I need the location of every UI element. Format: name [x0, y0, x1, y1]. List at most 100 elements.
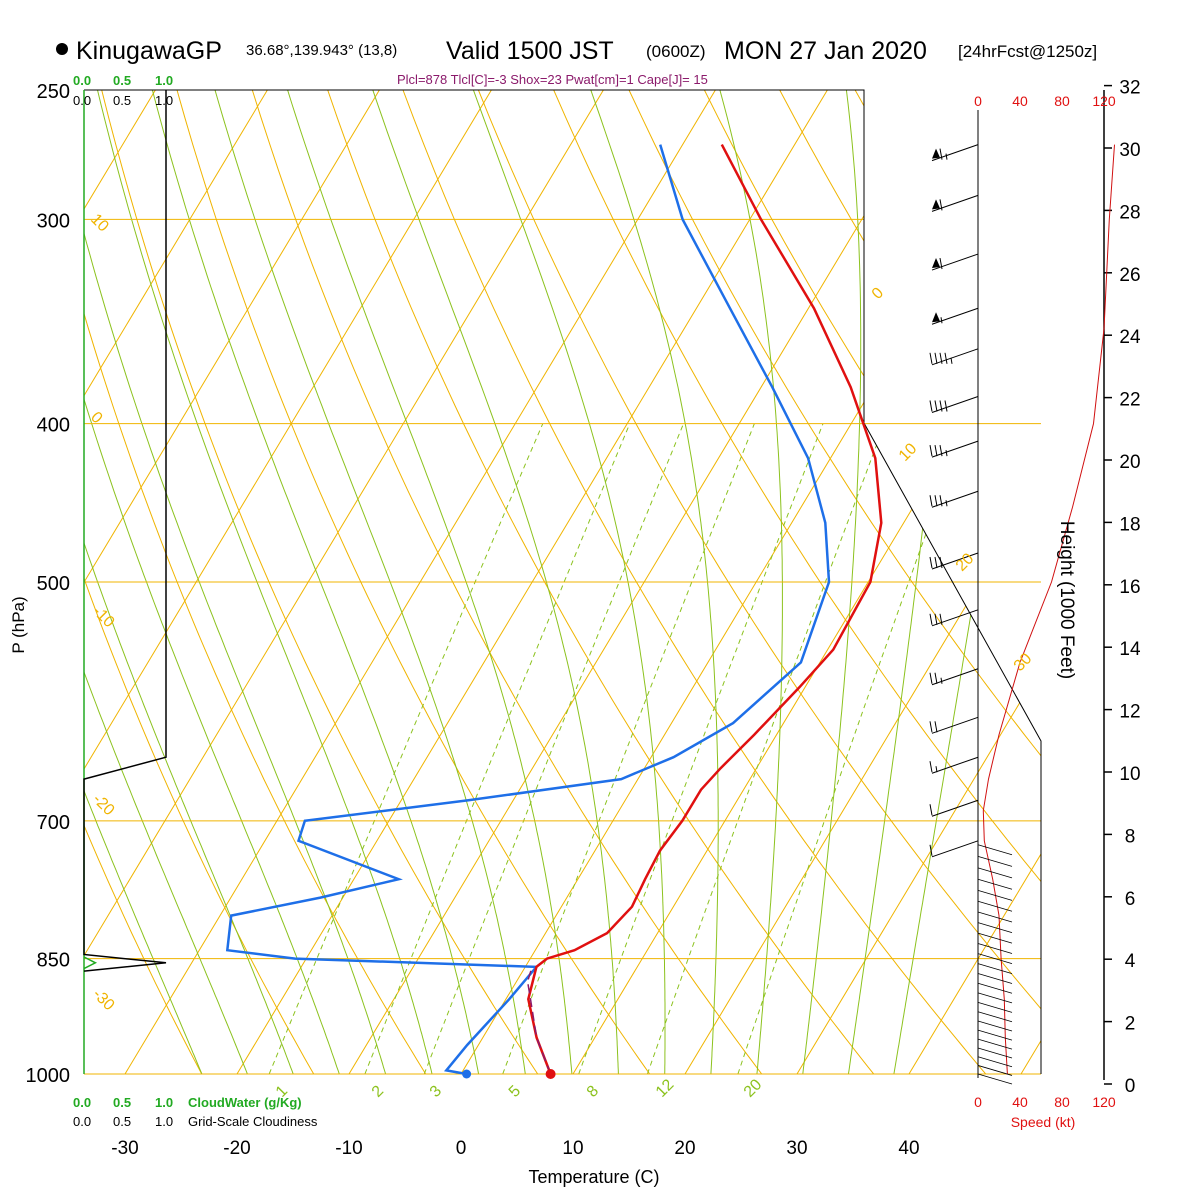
wind-barb-flag — [939, 556, 943, 569]
wind-barb-staff — [931, 253, 979, 271]
low-level-barb-line — [977, 911, 1013, 923]
height-tick-label: 22 — [1119, 390, 1140, 411]
wind-barb-flag — [934, 495, 938, 507]
height-tick-label: 24 — [1119, 327, 1141, 348]
speed-tick-bottom: 40 — [1012, 1094, 1028, 1110]
wind-barb-flag — [929, 672, 933, 684]
x-tick-label: 10 — [562, 1138, 583, 1159]
x-tick-label: 20 — [674, 1138, 695, 1159]
speed-tick-top: 120 — [1092, 93, 1116, 109]
dry-adiabat-line — [84, 90, 221, 1074]
wind-barb-flag — [934, 613, 938, 625]
dry-adiabat-line — [466, 90, 1041, 1074]
moist-adiabat-line — [84, 90, 262, 1074]
station-name: KinugawaGP — [76, 37, 222, 65]
wind-barb-flag — [939, 613, 943, 625]
moist-adiabat-line — [84, 90, 307, 1074]
wind-barb-flag — [939, 199, 943, 211]
low-level-barb-line — [977, 973, 1013, 984]
cloud-cover-trace — [83, 90, 167, 972]
height-tick-label: 26 — [1119, 265, 1140, 286]
pressure-tick-label: 1000 — [26, 1065, 71, 1087]
moist-adiabat-line — [590, 90, 719, 1074]
speed-tick-top: 40 — [1012, 93, 1028, 109]
moist-adiabat-line — [214, 90, 531, 1074]
wind-barb-flag — [929, 613, 933, 625]
wind-barb-staff — [931, 756, 979, 774]
height-tick-label: 20 — [1119, 452, 1140, 473]
wind-barb-flag — [939, 257, 943, 270]
wind-barb-flag — [939, 148, 943, 160]
low-level-barb-line — [977, 1011, 1013, 1023]
height-tick-label: 28 — [1119, 202, 1140, 223]
x-tick-label: -20 — [223, 1138, 250, 1159]
low-level-barb-line — [977, 844, 1013, 856]
wind-barb-flag — [939, 495, 943, 507]
pressure-tick-label: 400 — [37, 415, 70, 437]
sounding-traces — [83, 90, 883, 1079]
station-marker-icon — [56, 43, 68, 55]
wind-barb-flag — [929, 495, 933, 507]
wind-barb-flag — [939, 352, 943, 364]
wind-barb-half-flag — [950, 357, 953, 364]
wind-barb-pennant — [932, 199, 940, 210]
isotherm-label: 0 — [869, 284, 887, 302]
mixing-ratio-label: 12 — [653, 1076, 678, 1101]
dry-adiabat-line — [243, 90, 789, 1074]
isotherm-line — [1133, 90, 1200, 1074]
cloudiness-scale-bottom-1: 0.5 — [113, 1114, 131, 1129]
height-tick-label: 10 — [1119, 764, 1140, 785]
pressure-tick-label: 850 — [37, 950, 70, 972]
cloudwater-trace — [83, 956, 98, 970]
moist-adiabat-line — [151, 90, 486, 1074]
height-tick-label: 8 — [1125, 826, 1136, 847]
x-tick-label: 0 — [456, 1138, 467, 1159]
wind-barb-flag — [939, 400, 943, 412]
wind-barb-flag — [939, 445, 943, 457]
station-coords: 36.68°,139.943° (13,8) — [246, 42, 397, 59]
cloudiness-scale-top-0: 0.0 — [73, 93, 91, 108]
wind-barb-staff — [931, 348, 979, 366]
wind-barb-flag — [929, 400, 933, 412]
x-tick-label: -10 — [335, 1138, 362, 1159]
x-tick-label: 40 — [898, 1138, 919, 1159]
diagram-grid — [83, 89, 1200, 1075]
isotherm-label: 10 — [87, 211, 112, 236]
wind-barb-flag — [929, 761, 933, 773]
height-tick-label: 2 — [1125, 1014, 1136, 1035]
wind-barb-flag — [929, 556, 933, 569]
mixing-ratio-line — [737, 423, 967, 1074]
isotherm-label: -30 — [89, 986, 117, 1014]
low-level-barb-line — [977, 932, 1013, 944]
cloudwater-scale-top-0: 0.0 — [73, 73, 91, 88]
wind-barb-flag — [934, 400, 938, 412]
low-level-barb-line — [977, 878, 1013, 890]
wind-barb-flag — [934, 721, 938, 733]
low-level-barb-line — [977, 1038, 1013, 1050]
wind-barb-flag — [944, 400, 948, 412]
wind-barb-staff — [931, 668, 979, 686]
wind-barb-staff — [931, 440, 979, 458]
height-tick-label: 4 — [1125, 951, 1136, 972]
wind-barb-half-flag — [940, 317, 943, 324]
height-tick-label: 14 — [1119, 639, 1141, 660]
dry-adiabat-line — [615, 90, 1041, 1074]
valid-time: Valid 1500 JST — [446, 37, 614, 65]
low-level-barb-line — [977, 982, 1013, 994]
low-level-barb-line — [977, 1065, 1013, 1076]
wind-barb-staff — [931, 194, 979, 212]
pressure-tick-label: 700 — [37, 812, 70, 834]
low-level-barb-line — [977, 992, 1013, 1004]
wind-barb-staff — [931, 840, 979, 858]
mixing-ratio-label: 20 — [741, 1076, 766, 1101]
height-tick-label: 18 — [1119, 514, 1140, 535]
wind-barb-pennant — [932, 148, 940, 159]
moist-adiabat-line — [84, 90, 396, 1074]
parcel-trace — [526, 966, 552, 1075]
height-tick-label: 32 — [1119, 78, 1140, 99]
wind-barb-flag — [929, 844, 933, 856]
isotherm-label: -10 — [89, 603, 117, 631]
cloudwater-scale-bottom-0: 0.0 — [73, 1095, 91, 1110]
height-tick-label: 30 — [1119, 140, 1140, 161]
mixing-ratio-line — [268, 423, 544, 1074]
